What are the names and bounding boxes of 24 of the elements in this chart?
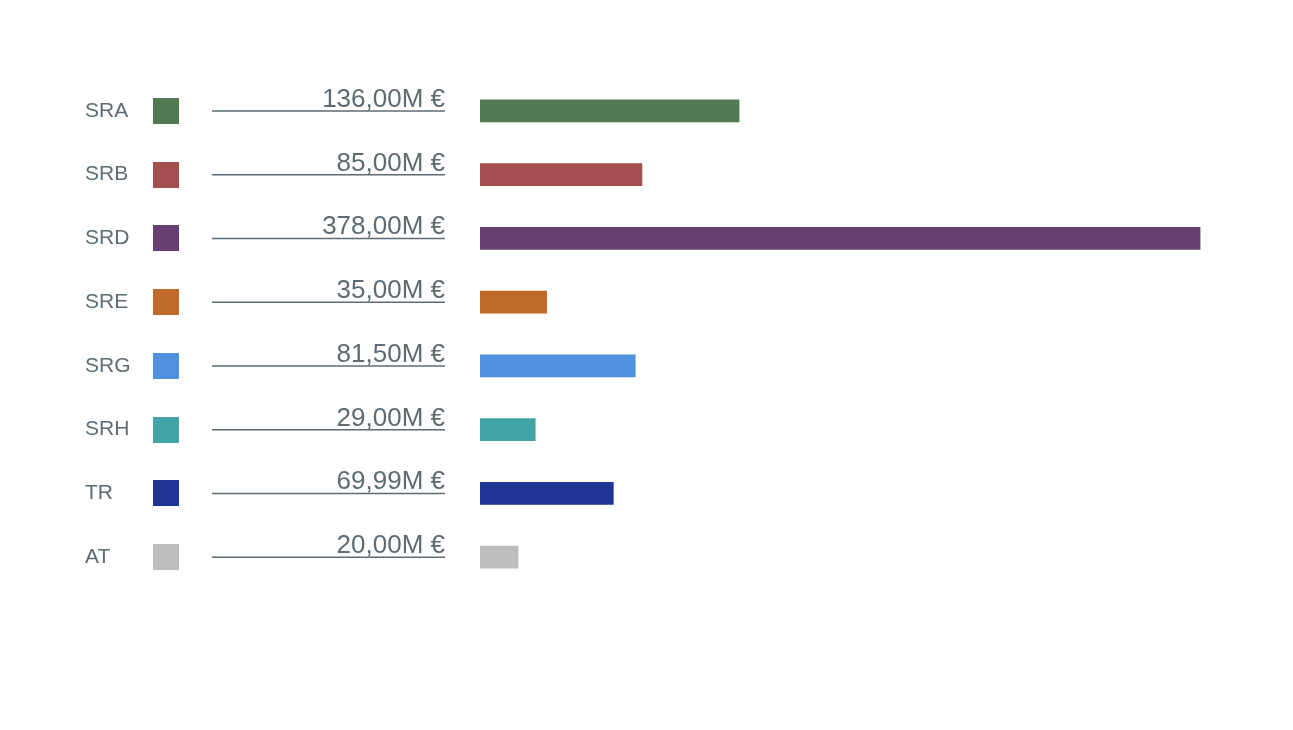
bar — [480, 290, 548, 314]
bar — [480, 482, 614, 505]
data-label: 378,00M € — [322, 210, 446, 241]
bar — [480, 418, 536, 441]
bar — [480, 163, 643, 186]
y-tick-label: SRH — [85, 416, 130, 440]
data-label: 20,00M € — [336, 529, 446, 560]
bar — [480, 227, 1201, 250]
data-label: 136,00M € — [322, 82, 446, 113]
y-tick-label: SRA — [85, 97, 129, 121]
data-label: 69,99M € — [336, 465, 446, 496]
data-label: 35,00M € — [336, 274, 446, 305]
y-tick-label: SRG — [85, 352, 131, 376]
data-label: 85,00M € — [336, 146, 446, 177]
y-tick-label: TR — [85, 480, 113, 504]
bar — [480, 99, 740, 123]
data-label: 29,00M € — [336, 401, 446, 432]
bar — [480, 545, 519, 569]
y-tick-label: SRB — [85, 161, 129, 185]
y-tick-label: SRE — [85, 288, 129, 312]
y-tick-label: AT — [85, 543, 111, 567]
y-tick-label: SRD — [85, 225, 130, 249]
data-label: 81,50M € — [336, 337, 446, 368]
bar — [480, 354, 636, 378]
